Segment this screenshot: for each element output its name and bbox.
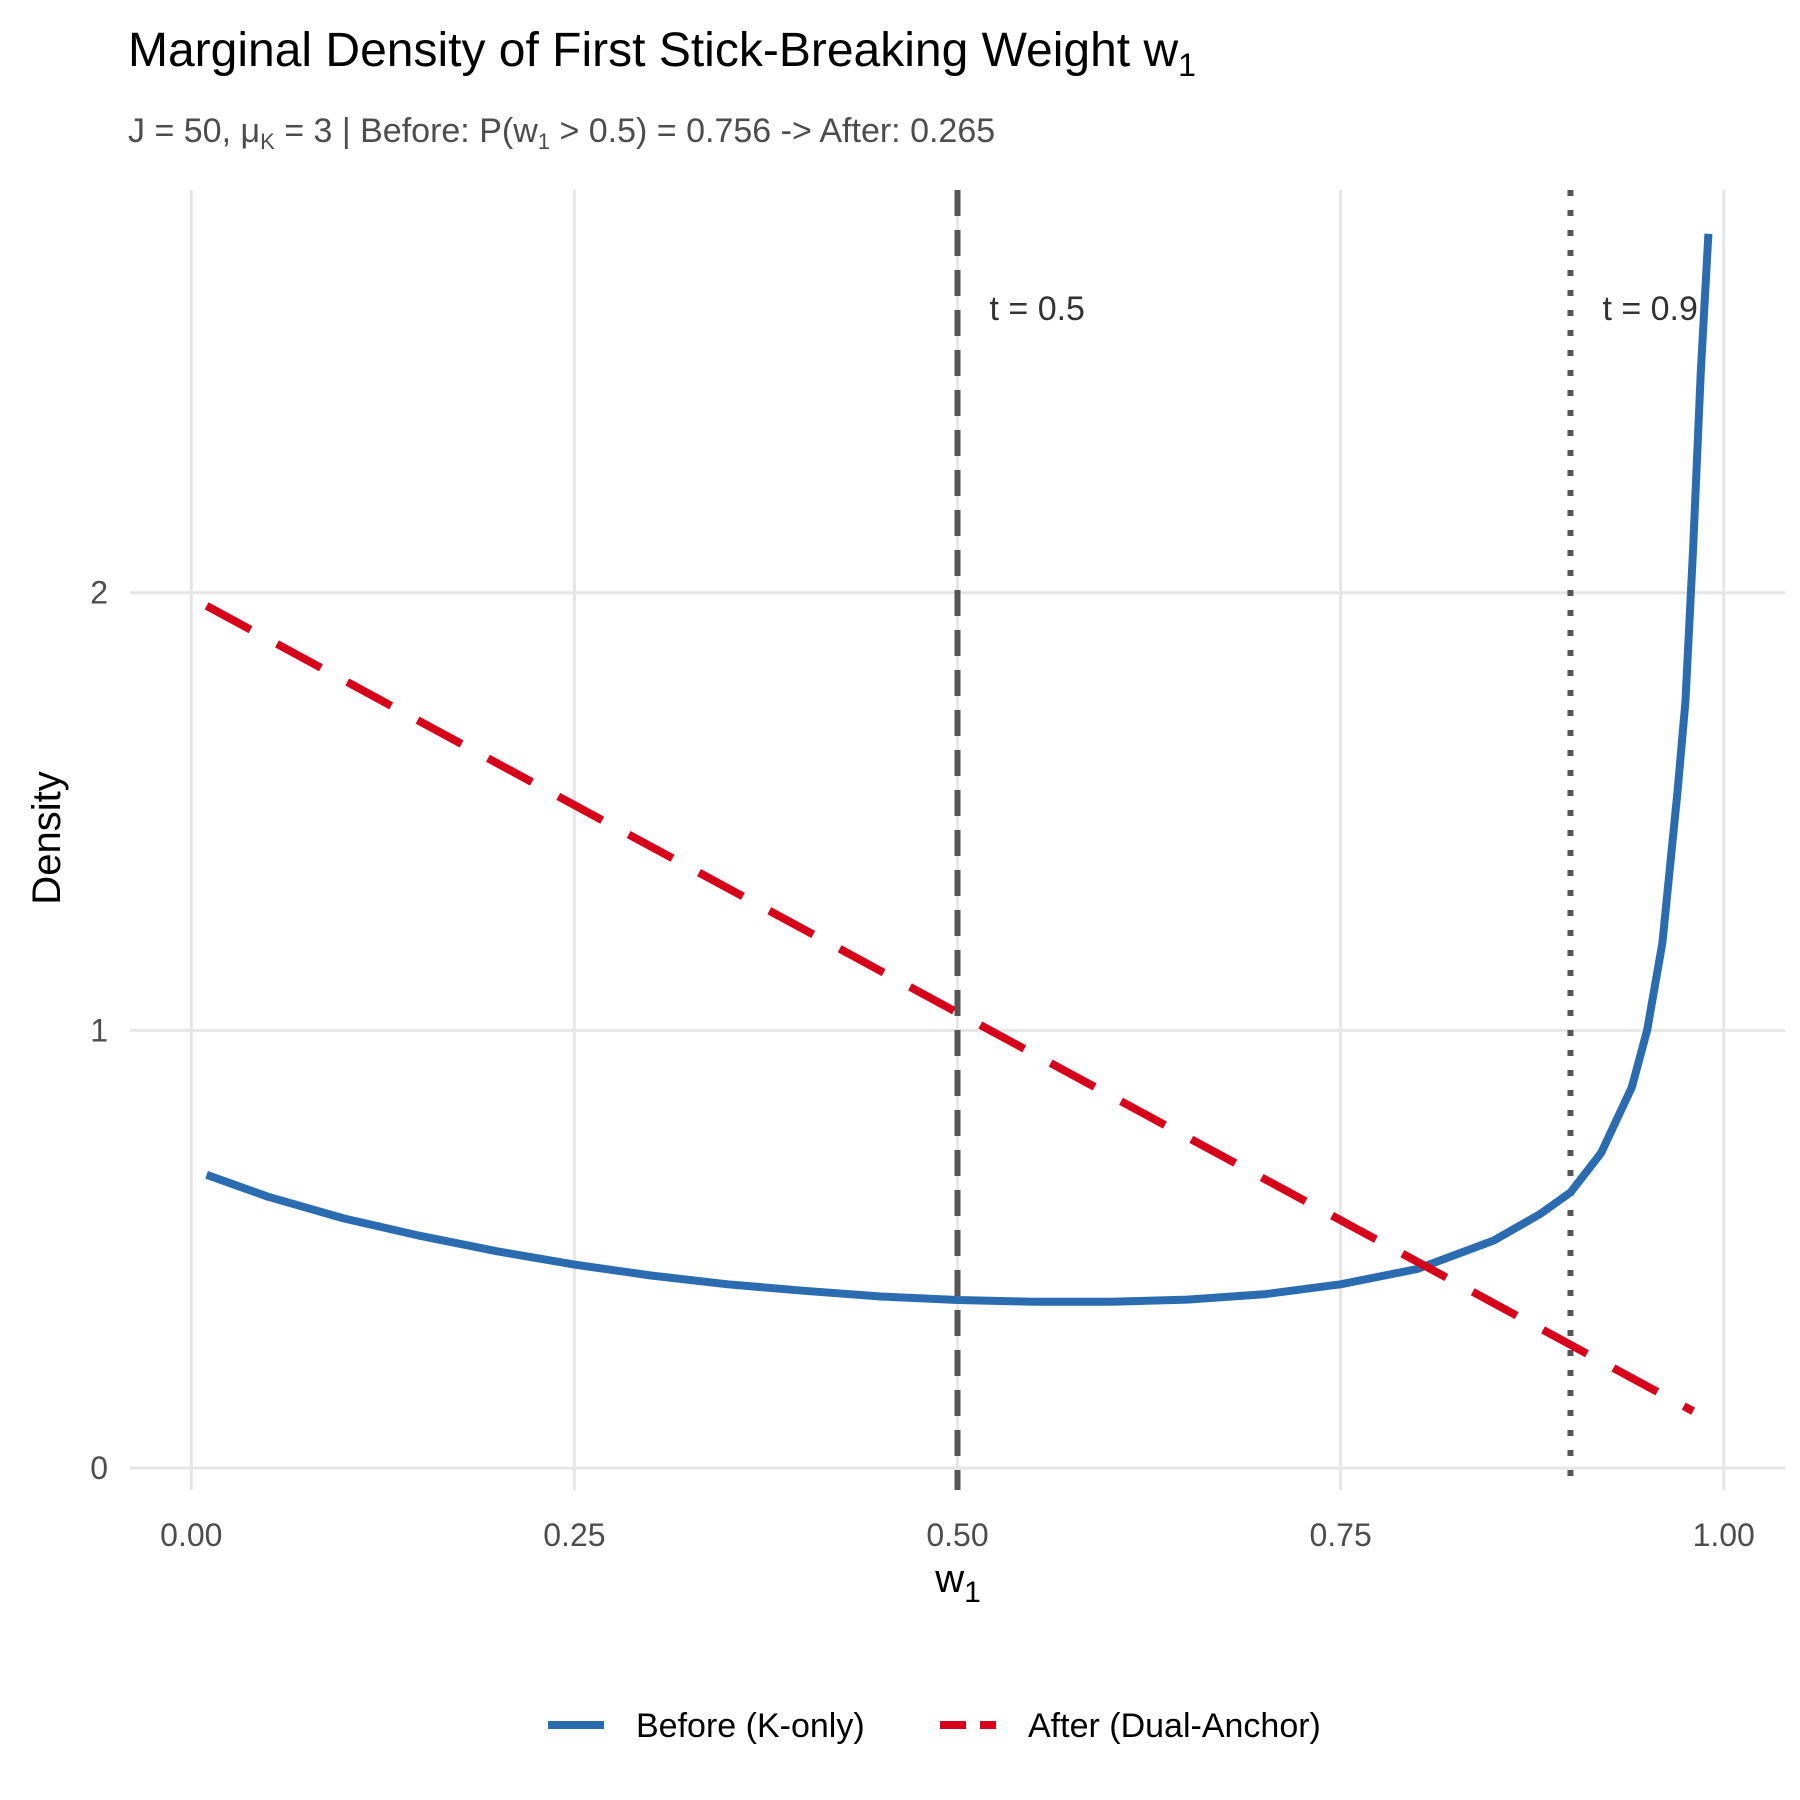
subtitle-part-1: J = 50, μ — [128, 112, 260, 150]
y-tick-label-0: 0 — [90, 1450, 108, 1486]
tick-labels: 0.00 0.25 0.50 0.75 1.00 0 1 2 — [90, 575, 1755, 1553]
x-tick-label-2: 0.50 — [926, 1517, 988, 1553]
x-tick-label-0: 0.00 — [160, 1517, 222, 1553]
x-axis-title: w1 — [934, 1557, 981, 1609]
reference-lines: t = 0.5 t = 0.9 — [954, 190, 1698, 1490]
x-tick-label-4: 1.00 — [1693, 1517, 1755, 1553]
y-axis-title: Density — [25, 771, 69, 904]
x-axis-title-text: w — [934, 1557, 964, 1601]
chart-title-subscript: 1 — [1178, 47, 1196, 83]
x-tick-label-3: 0.75 — [1309, 1517, 1371, 1553]
subtitle-part-2: = 3 | Before: P(w — [275, 112, 538, 150]
chart-title: Marginal Density of First Stick-Breaking… — [128, 24, 1196, 83]
reference-label-1: t = 0.9 — [1602, 290, 1697, 328]
legend: Before (K-only) After (Dual-Anchor) — [548, 1707, 1321, 1745]
y-tick-label-2: 2 — [90, 575, 108, 611]
x-tick-label-1: 0.25 — [543, 1517, 605, 1553]
x-axis-title-subscript: 1 — [964, 1576, 981, 1609]
series-line-0 — [205, 233, 1713, 1306]
subtitle-part-3: > 0.5) = 0.756 -> After: 0.265 — [550, 112, 995, 150]
legend-label-after: After (Dual-Anchor) — [1028, 1707, 1321, 1745]
y-tick-label-1: 1 — [90, 1012, 108, 1048]
subtitle-sub-2: 1 — [538, 129, 550, 154]
legend-label-before: Before (K-only) — [636, 1707, 865, 1745]
series-layer — [204, 233, 1713, 1415]
chart-subtitle: J = 50, μK = 3 | Before: P(w1 > 0.5) = 0… — [128, 112, 995, 154]
series-line-1 — [204, 602, 1696, 1415]
chart-title-text: Marginal Density of First Stick-Breaking… — [128, 24, 1178, 77]
subtitle-sub-1: K — [260, 129, 275, 154]
reference-label-0: t = 0.5 — [990, 290, 1085, 328]
